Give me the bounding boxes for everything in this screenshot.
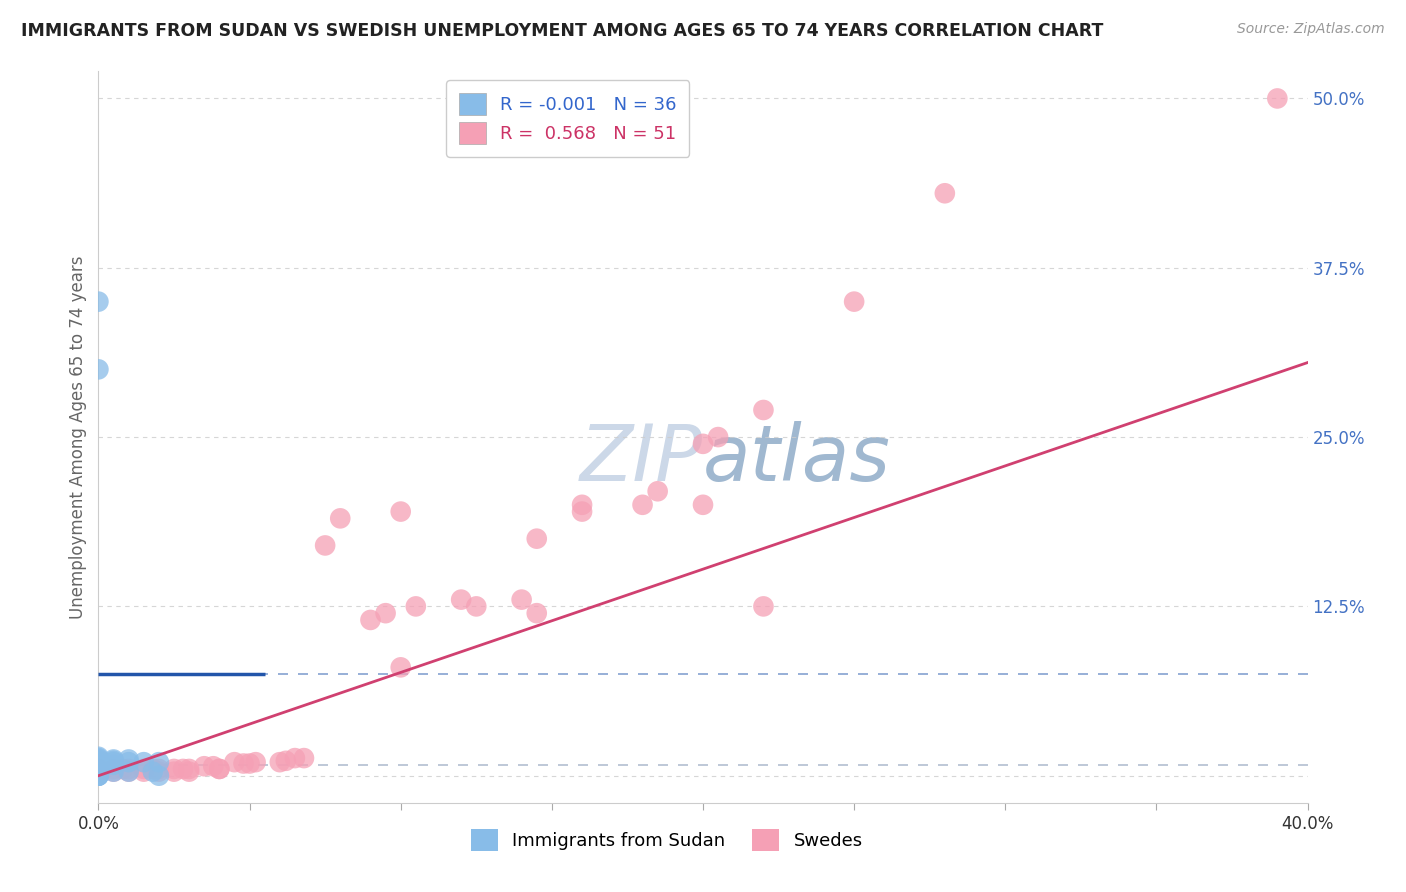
Point	[360, 613, 382, 627]
Point	[103, 757, 125, 772]
Point	[87, 767, 110, 781]
Point	[374, 606, 396, 620]
Point	[118, 752, 141, 766]
Y-axis label: Unemployment Among Ages 65 to 74 years: Unemployment Among Ages 65 to 74 years	[69, 255, 87, 619]
Point	[284, 751, 307, 765]
Point	[844, 294, 866, 309]
Point	[87, 764, 110, 779]
Point	[148, 762, 170, 776]
Point	[142, 764, 165, 779]
Point	[148, 755, 170, 769]
Point	[87, 294, 110, 309]
Point	[163, 764, 186, 779]
Text: Source: ZipAtlas.com: Source: ZipAtlas.com	[1237, 22, 1385, 37]
Point	[111, 762, 134, 776]
Point	[571, 505, 593, 519]
Point	[202, 759, 225, 773]
Point	[87, 762, 110, 776]
Point	[208, 762, 231, 776]
Text: ZIP: ZIP	[581, 421, 703, 497]
Point	[163, 762, 186, 776]
Point	[118, 762, 141, 776]
Point	[87, 749, 110, 764]
Point	[172, 762, 194, 776]
Point	[87, 762, 110, 776]
Point	[179, 764, 201, 779]
Point	[87, 761, 110, 775]
Point	[329, 511, 352, 525]
Point	[752, 599, 775, 614]
Point	[692, 437, 714, 451]
Point	[274, 754, 297, 768]
Point	[389, 505, 412, 519]
Point	[87, 754, 110, 768]
Point	[752, 403, 775, 417]
Point	[87, 764, 110, 779]
Point	[193, 759, 215, 773]
Point	[692, 498, 714, 512]
Point	[87, 769, 110, 783]
Point	[87, 762, 110, 776]
Point	[87, 751, 110, 765]
Point	[132, 764, 155, 779]
Point	[224, 755, 246, 769]
Point	[510, 592, 533, 607]
Point	[934, 186, 956, 201]
Point	[631, 498, 654, 512]
Point	[103, 755, 125, 769]
Point	[208, 762, 231, 776]
Point	[87, 752, 110, 766]
Point	[87, 762, 110, 776]
Point	[103, 754, 125, 768]
Point	[87, 766, 110, 780]
Point	[87, 769, 110, 783]
Point	[269, 755, 291, 769]
Point	[526, 532, 548, 546]
Point	[87, 769, 110, 783]
Point	[87, 764, 110, 779]
Point	[179, 762, 201, 776]
Point	[1267, 91, 1289, 105]
Point	[450, 592, 472, 607]
Point	[87, 761, 110, 775]
Point	[148, 769, 170, 783]
Point	[526, 606, 548, 620]
Point	[148, 764, 170, 779]
Point	[87, 362, 110, 376]
Point	[87, 764, 110, 778]
Point	[239, 756, 262, 771]
Point	[245, 755, 267, 769]
Point	[103, 764, 125, 779]
Point	[118, 764, 141, 779]
Point	[118, 755, 141, 769]
Point	[87, 755, 110, 769]
Point	[87, 764, 110, 779]
Point	[405, 599, 427, 614]
Point	[647, 484, 669, 499]
Point	[389, 660, 412, 674]
Point	[87, 767, 110, 781]
Text: IMMIGRANTS FROM SUDAN VS SWEDISH UNEMPLOYMENT AMONG AGES 65 TO 74 YEARS CORRELAT: IMMIGRANTS FROM SUDAN VS SWEDISH UNEMPLO…	[21, 22, 1104, 40]
Point	[571, 498, 593, 512]
Point	[87, 756, 110, 771]
Point	[132, 755, 155, 769]
Point	[103, 764, 125, 779]
Point	[118, 764, 141, 779]
Text: atlas: atlas	[703, 421, 891, 497]
Point	[292, 751, 315, 765]
Point	[103, 762, 125, 776]
Point	[142, 762, 165, 776]
Point	[87, 766, 110, 780]
Point	[707, 430, 730, 444]
Legend: Immigrants from Sudan, Swedes: Immigrants from Sudan, Swedes	[461, 820, 872, 860]
Point	[103, 752, 125, 766]
Point	[87, 769, 110, 783]
Point	[232, 756, 254, 771]
Point	[132, 762, 155, 776]
Point	[465, 599, 488, 614]
Point	[314, 538, 336, 552]
Point	[87, 757, 110, 772]
